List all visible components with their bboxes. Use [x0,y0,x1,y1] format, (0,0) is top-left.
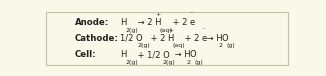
Text: 2: 2 [218,43,223,48]
Text: Cell:: Cell: [75,50,96,59]
Text: (aq): (aq) [160,28,172,33]
Text: → H: → H [204,34,223,43]
Text: +: + [168,28,173,33]
Text: O: O [189,50,196,59]
Text: ⁻: ⁻ [189,12,192,17]
FancyBboxPatch shape [46,12,289,65]
Text: Cathode:: Cathode: [75,34,119,43]
Text: +: + [156,12,161,17]
Text: Anode:: Anode: [75,18,109,27]
Text: 2: 2 [186,60,190,65]
Text: ⁻: ⁻ [201,28,205,33]
Text: (g): (g) [195,60,203,65]
Text: 2(g): 2(g) [138,43,151,48]
Text: + 2 e: + 2 e [182,34,207,43]
Text: H: H [120,18,127,27]
Text: → H: → H [172,50,191,59]
Text: + 1/2 O: + 1/2 O [135,50,170,59]
Text: (aq): (aq) [172,43,185,48]
Text: 2(g): 2(g) [162,60,175,65]
Text: 1/2 O: 1/2 O [120,34,143,43]
Text: + 2 H: + 2 H [148,34,174,43]
Text: O: O [222,34,228,43]
Text: + 2 e: + 2 e [170,18,195,27]
Text: H: H [120,50,127,59]
Text: (g): (g) [227,43,236,48]
Text: 2(g): 2(g) [125,28,138,33]
Text: → 2 H: → 2 H [135,18,162,27]
Text: 2(g): 2(g) [125,60,138,65]
